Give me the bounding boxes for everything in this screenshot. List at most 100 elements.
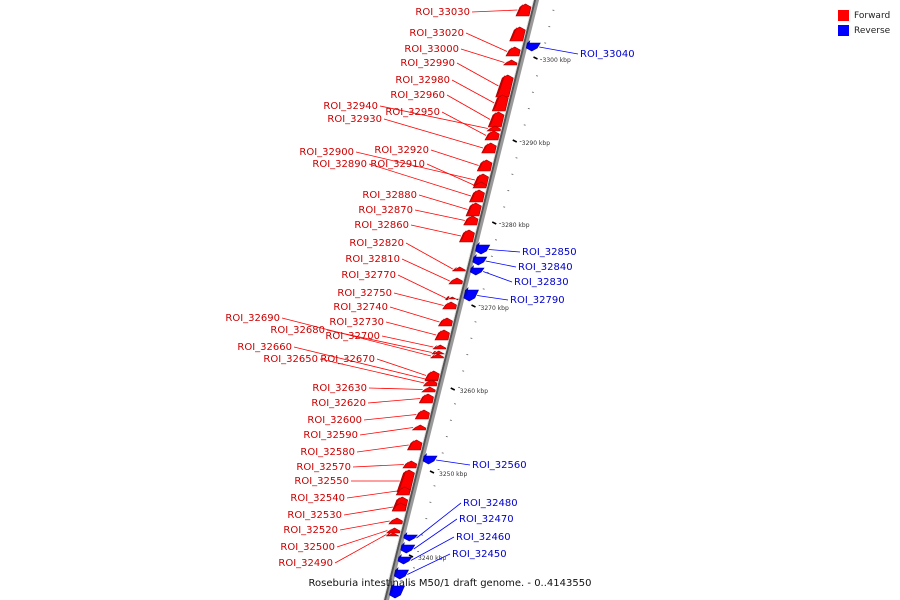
gene-label: ROI_32860: [354, 220, 409, 231]
gene-body: [463, 289, 479, 302]
minor-tick: [503, 206, 506, 208]
gene-body: [502, 59, 518, 66]
gene-side: [477, 160, 484, 171]
gene-label: ROI_33030: [415, 7, 470, 18]
gene-body: [395, 486, 411, 496]
minor-tick: [462, 370, 465, 372]
forward-gene-arrow: [515, 3, 532, 17]
legend-forward-label: Forward: [854, 10, 891, 21]
gene-label: ROI_32500: [280, 542, 335, 553]
gene-body: [472, 256, 488, 266]
leader-line: [293, 346, 426, 380]
gene-arrows: [385, 3, 541, 599]
gene-body: [397, 556, 413, 565]
scale-tick-label: 3270 kbp: [481, 305, 509, 312]
minor-tick: [507, 190, 510, 192]
gene-body: [400, 544, 416, 554]
leader-line: [435, 459, 471, 466]
gene-side: [516, 4, 523, 16]
gene-side: [394, 567, 399, 576]
gene-label: ROI_32680: [270, 325, 325, 336]
reverse-gene-arrow: [469, 265, 485, 276]
leader-line: [356, 444, 409, 453]
leader-line: [426, 163, 474, 186]
gene-label: ROI_33040: [580, 49, 635, 60]
major-tick: [491, 221, 497, 225]
forward-gene-arrow: [395, 486, 411, 496]
legend-reverse-label: Reverse: [854, 25, 891, 36]
gene-body: [414, 409, 430, 420]
forward-gene-arrow: [491, 94, 509, 112]
leader-line: [385, 321, 437, 336]
major-tick: [512, 139, 518, 143]
minor-tick: [511, 173, 514, 175]
leader-line: [465, 32, 508, 52]
gene-label: ROI_32690: [225, 313, 280, 324]
minor-tick: [519, 140, 522, 143]
gene-body: [432, 344, 447, 350]
gene-side: [431, 351, 437, 354]
gene-label: ROI_32890: [312, 159, 367, 170]
gene-body: [407, 439, 423, 451]
gene-body: [448, 277, 463, 285]
leader-line: [477, 295, 509, 301]
gene-label: ROI_33000: [404, 44, 459, 55]
leader-line: [281, 317, 432, 357]
minor-tick: [535, 75, 539, 77]
gene-side: [423, 453, 427, 461]
gene-body: [469, 189, 485, 203]
gene-label: ROI_32490: [278, 558, 333, 569]
gene-label: ROI_32840: [518, 262, 573, 273]
forward-gene-arrow: [469, 189, 485, 203]
major-tick: [533, 56, 538, 60]
gene-label: ROI_32540: [290, 493, 345, 504]
gene-body: [487, 111, 505, 128]
leader-line: [401, 258, 450, 282]
forward-gene-arrow: [487, 111, 505, 128]
gene-side: [396, 487, 403, 495]
gene-label: ROI_32740: [333, 302, 388, 313]
gene-side: [492, 95, 501, 111]
forward-gene-arrow: [452, 266, 466, 272]
gene-side: [469, 190, 477, 202]
forward-gene-arrow: [495, 74, 514, 98]
forward-gene-arrow: [430, 353, 444, 359]
gene-body: [465, 202, 482, 217]
leader-line: [343, 506, 394, 516]
minor-tick: [540, 58, 543, 61]
gene-label: ROI_32450: [452, 549, 507, 560]
leader-line: [416, 502, 462, 539]
gene-side: [412, 425, 418, 430]
gene-body: [505, 46, 521, 57]
minor-tick: [466, 354, 469, 356]
leader-line: [352, 464, 404, 468]
gene-label: ROI_32660: [237, 342, 292, 353]
forward-gene-arrow: [385, 527, 401, 534]
minor-tick: [548, 26, 551, 28]
gene-body: [515, 3, 532, 17]
forward-gene-arrow: [505, 46, 521, 57]
gene-side: [473, 182, 479, 188]
leader-line: [355, 151, 476, 181]
minor-tick: [515, 157, 518, 159]
minor-tick: [527, 108, 530, 110]
gene-side: [386, 528, 392, 533]
forward-swatch: [838, 10, 849, 21]
minor-tick: [445, 436, 448, 438]
scale-tick-label: 3250 kbp: [439, 471, 467, 478]
gene-body: [385, 527, 401, 534]
gene-label: ROI_32920: [374, 145, 429, 156]
leader-line: [367, 398, 421, 404]
gene-side: [481, 143, 489, 153]
minor-tick: [441, 452, 444, 454]
forward-gene-arrow: [463, 215, 479, 226]
reverse-swatch: [838, 25, 849, 36]
leader-line: [389, 306, 440, 323]
forward-gene-arrow: [391, 502, 407, 512]
gene-side: [423, 380, 429, 386]
leader-line: [539, 46, 579, 55]
gene-label: ROI_32620: [311, 398, 366, 409]
forward-gene-arrow: [386, 532, 399, 537]
gene-label: ROI_32600: [307, 415, 362, 426]
gene-body: [476, 159, 493, 172]
